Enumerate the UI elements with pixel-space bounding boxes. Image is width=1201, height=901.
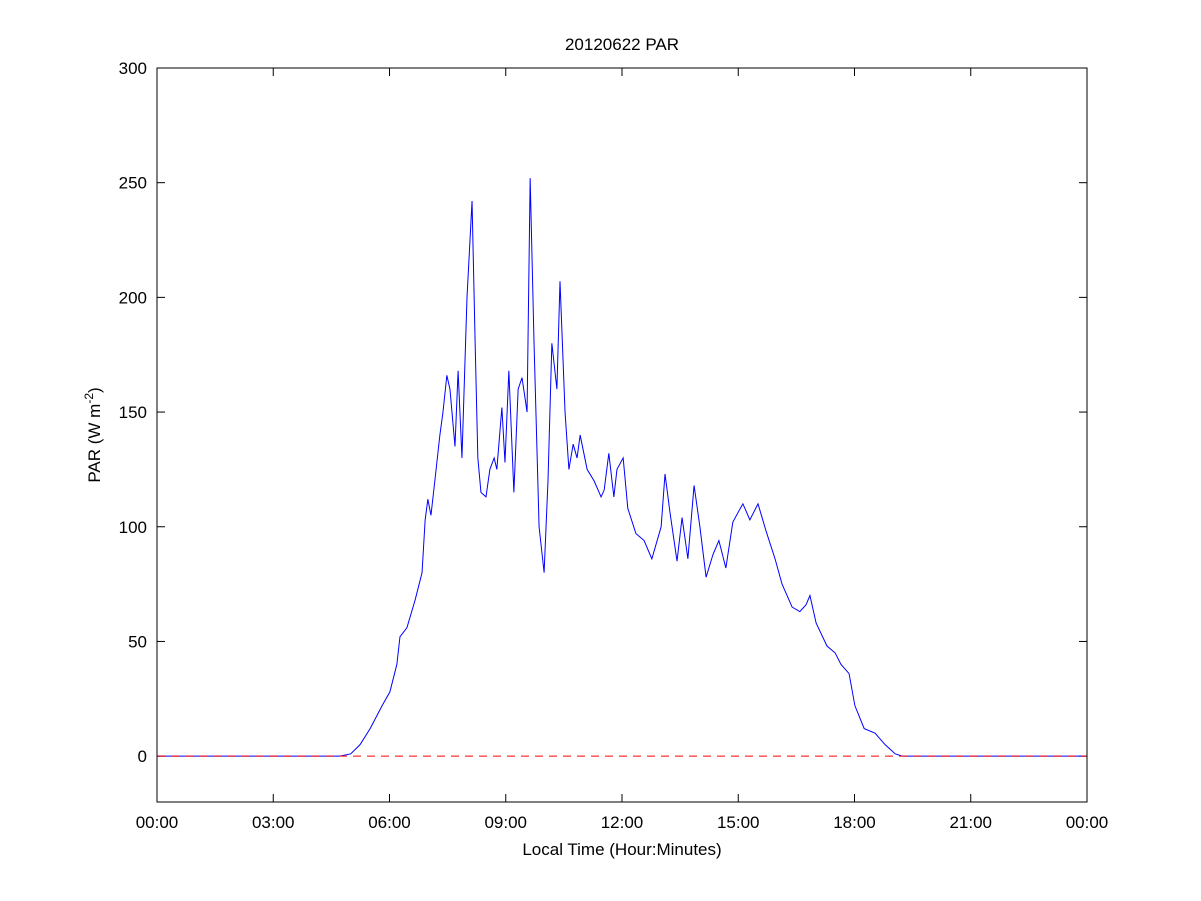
x-tick-label: 09:00 [484,813,527,832]
x-tick-label: 00:00 [136,813,179,832]
y-axis-label-sup: -2 [82,393,96,404]
x-tick-label: 18:00 [833,813,876,832]
y-axis-label: PAR (W m-2) [82,387,104,482]
y-axis-label-end: ) [85,387,104,393]
plot-frame [156,67,1088,803]
x-tick-label: 00:00 [1066,813,1109,832]
y-tick-label: 200 [119,288,147,307]
data-line [157,178,1087,757]
y-tick-label: 0 [138,747,147,766]
y-tick-label: 250 [119,174,147,193]
x-tick-label: 15:00 [717,813,760,832]
y-tick-label: 100 [119,518,147,537]
y-tick-label: 50 [128,632,147,651]
chart-title: 20120622 PAR [565,35,679,54]
x-tick-label: 06:00 [368,813,411,832]
x-tick-label: 21:00 [949,813,992,832]
x-tick-label: 03:00 [252,813,295,832]
y-axis-label-text: PAR (W m [85,404,104,483]
y-tick-label: 150 [119,403,147,422]
x-tick-label: 12:00 [601,813,644,832]
y-tick-label: 300 [119,59,147,78]
x-axis-label: Local Time (Hour:Minutes) [522,840,721,859]
